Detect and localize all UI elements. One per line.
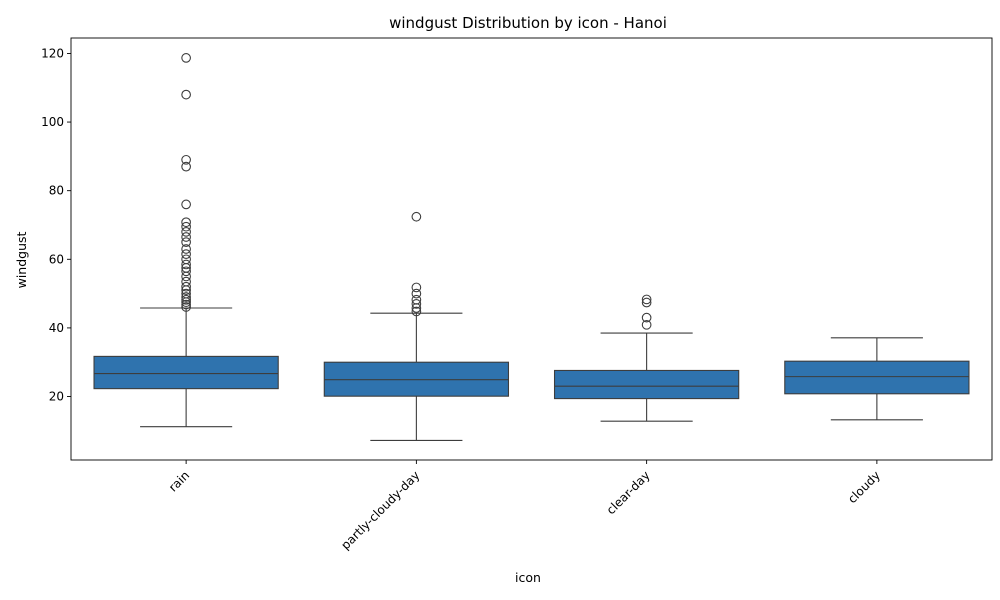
outlier-point [181,217,191,228]
plot-area: 20 40 60 80 100 120 rain partly-cloudy-day clear… [41,46,970,552]
outlier-point [181,281,191,292]
plot-frame [70,37,993,461]
box-clear-day [553,369,740,400]
outlier-point [181,244,191,254]
x-tick-label-partly-cloudy-day: partly-cloudy-day [338,468,422,552]
y-tick-label: 80 [49,184,64,198]
outlier-point [181,154,191,165]
outlier-point [181,226,191,237]
outlier-point [411,211,422,222]
box-cloudy [784,360,970,395]
outlier-point [181,89,191,100]
y-tick-label: 60 [49,252,64,266]
outlier-point [181,292,191,302]
outlier-point [181,221,191,232]
outlier-point [641,319,652,330]
outlier-point [181,232,191,242]
outlier-point [181,299,191,310]
outlier-point [641,312,652,323]
outlier-point [411,299,422,309]
outlier-point [411,288,422,299]
outlier-point [181,266,191,277]
chart-title: windgust Distribution by icon - Hanoi [389,14,667,32]
outlier-point [641,297,652,308]
outlier-point [181,161,191,172]
x-axis-label: icon [515,570,541,585]
x-tick-label-cloudy: cloudy [845,468,883,506]
outlier-point [181,237,191,247]
outlier-point [411,282,422,293]
outlier-point [181,249,191,259]
outlier-point [181,302,191,312]
y-tick-label: 120 [41,46,64,60]
y-axis-label: windgust [14,231,29,288]
outlier-point [411,294,422,305]
outlier-point [181,276,191,287]
outlier-point [181,199,191,210]
outlier-point [181,294,191,305]
outlier-point [181,53,191,63]
y-tick-label: 100 [41,115,64,129]
outlier-point [181,259,191,270]
y-tick-label: 40 [49,321,64,335]
box-rain [93,355,279,390]
y-tick-label: 20 [49,390,64,404]
outlier-point [181,288,191,299]
outlier-point [181,254,191,265]
outlier-point [411,306,422,317]
x-tick-label-rain: rain [166,468,192,494]
outlier-point [181,271,191,282]
outlier-point [641,294,652,305]
x-tick-label-clear-day: clear-day [604,468,653,517]
